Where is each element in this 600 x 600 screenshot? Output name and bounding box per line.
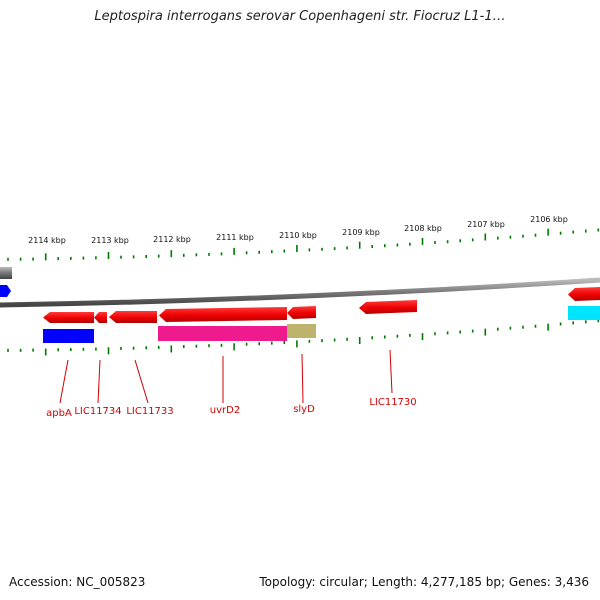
- ruler-label: 2111 kbp: [216, 233, 254, 242]
- ruler-label: 2106 kbp: [530, 215, 568, 224]
- gene-arrow-partial-right[interactable]: [568, 287, 600, 301]
- ruler-label: 2110 kbp: [279, 231, 317, 240]
- gene-arrow-LIC11733[interactable]: [109, 311, 157, 323]
- genome-backbone: [0, 277, 600, 308]
- lower-ruler-ticks: [7, 319, 600, 356]
- upper-ruler-ticks: [7, 228, 600, 261]
- ruler-label: 2107 kbp: [467, 220, 505, 229]
- partial-gray-feature[interactable]: [0, 267, 12, 279]
- feature-block-magenta[interactable]: [158, 326, 287, 341]
- feature-block-cyan[interactable]: [568, 306, 600, 320]
- gene-arrow-apbA[interactable]: [43, 312, 94, 323]
- ruler-label: 2112 kbp: [153, 235, 191, 244]
- gene-label-LIC11733[interactable]: LIC11733: [126, 406, 173, 417]
- gene-arrows: [43, 287, 600, 323]
- ruler-label: 2113 kbp: [91, 236, 129, 245]
- gene-labels: apbA LIC11734 LIC11733 uvrD2 slyD LIC117…: [46, 397, 417, 419]
- gene-arrow-uvrD2[interactable]: [159, 307, 287, 322]
- gene-arrow-slyD[interactable]: [287, 306, 316, 319]
- label-leader-lines: [59, 349, 393, 404]
- accession-text: Accession: NC_005823: [9, 575, 146, 589]
- ruler-label: 2108 kbp: [404, 224, 442, 233]
- ruler-label: 2114 kbp: [28, 236, 66, 245]
- gene-arrow-LIC11734[interactable]: [94, 312, 107, 323]
- feature-block-olive[interactable]: [287, 324, 316, 338]
- ruler-labels: 2114 kbp 2113 kbp 2112 kbp 2111 kbp 2110…: [28, 215, 568, 245]
- gene-label-LIC11734[interactable]: LIC11734: [74, 406, 121, 417]
- gene-label-apbA[interactable]: apbA: [46, 408, 72, 419]
- partial-blue-feature[interactable]: [0, 285, 11, 297]
- gene-label-LIC11730[interactable]: LIC11730: [369, 397, 416, 408]
- topology-summary: Topology: circular; Length: 4,277,185 bp…: [259, 575, 589, 589]
- gene-label-uvrD2[interactable]: uvrD2: [210, 405, 240, 416]
- ruler-label: 2109 kbp: [342, 228, 380, 237]
- map-title: Leptospira interrogans serovar Copenhage…: [94, 9, 506, 24]
- gene-label-slyD[interactable]: slyD: [293, 404, 315, 415]
- feature-block-blue[interactable]: [43, 329, 94, 343]
- gene-arrow-LIC11730[interactable]: [359, 300, 417, 314]
